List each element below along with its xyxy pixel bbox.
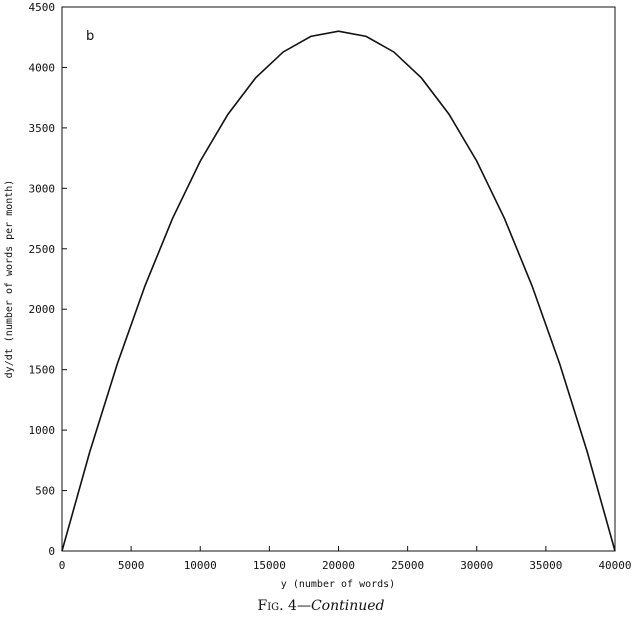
x-axis-ticks: 0 5000 10000 15000 20000 25000 30000 35000 40000 [59,546,632,572]
y-tick-label: 0 [48,545,55,558]
y-tick-label: 3500 [29,122,56,135]
x-tick-label: 10000 [184,559,217,572]
x-tick-label: 30000 [460,559,493,572]
plot-frame [61,6,616,552]
y-tick-label: 4000 [29,61,56,74]
y-tick-label: 4500 [29,1,56,14]
panel-label: b [86,29,94,44]
x-tick-label: 20000 [322,559,355,572]
x-tick-label: 25000 [391,559,424,572]
caption-separator: — [296,598,311,614]
x-tick-label: 35000 [529,559,562,572]
figure-caption: Fig. 4—Continued [0,598,642,614]
y-tick-label: 2000 [29,303,56,316]
chart: 0 5000 10000 15000 20000 25000 30000 35000 40000… [4,1,632,590]
caption-figure: Fig. 4 [257,598,297,614]
x-tick-label: 5000 [118,559,145,572]
x-tick-label: 15000 [253,559,286,572]
x-axis-label: y (number of words) [281,579,395,590]
y-axis-label: dy/dt (number of words per month) [4,180,15,379]
y-tick-label: 2500 [29,243,56,256]
y-tick-label: 1000 [29,424,56,437]
x-tick-label: 40000 [598,559,631,572]
caption-continued: Continued [310,598,385,614]
y-axis-ticks: 0 500 1000 1500 2000 2500 3000 3500 4000 4500 [29,1,67,558]
y-tick-label: 3000 [29,182,56,195]
y-tick-label: 1500 [29,364,56,377]
series-line [61,30,616,552]
x-tick-label: 0 [59,559,66,572]
y-tick-label: 500 [35,485,55,498]
